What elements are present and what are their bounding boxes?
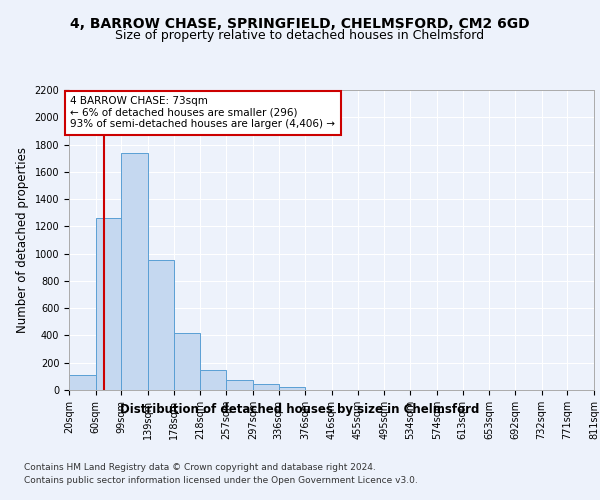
Text: Distribution of detached houses by size in Chelmsford: Distribution of detached houses by size …: [121, 402, 479, 415]
Bar: [279, 386, 305, 390]
Text: 4, BARROW CHASE, SPRINGFIELD, CHELMSFORD, CM2 6GD: 4, BARROW CHASE, SPRINGFIELD, CHELMSFORD…: [70, 18, 530, 32]
Bar: [200, 370, 226, 390]
Text: Contains HM Land Registry data © Crown copyright and database right 2024.: Contains HM Land Registry data © Crown c…: [24, 462, 376, 471]
Bar: [95, 218, 121, 390]
Y-axis label: Number of detached properties: Number of detached properties: [16, 147, 29, 333]
Bar: [253, 384, 279, 390]
Text: Contains public sector information licensed under the Open Government Licence v3: Contains public sector information licen…: [24, 476, 418, 485]
Text: 4 BARROW CHASE: 73sqm
← 6% of detached houses are smaller (296)
93% of semi-deta: 4 BARROW CHASE: 73sqm ← 6% of detached h…: [70, 96, 335, 130]
Bar: [174, 334, 200, 390]
Bar: [69, 376, 95, 390]
Bar: [148, 260, 174, 390]
Bar: [121, 154, 148, 390]
Text: Size of property relative to detached houses in Chelmsford: Size of property relative to detached ho…: [115, 29, 485, 42]
Bar: [226, 380, 253, 390]
